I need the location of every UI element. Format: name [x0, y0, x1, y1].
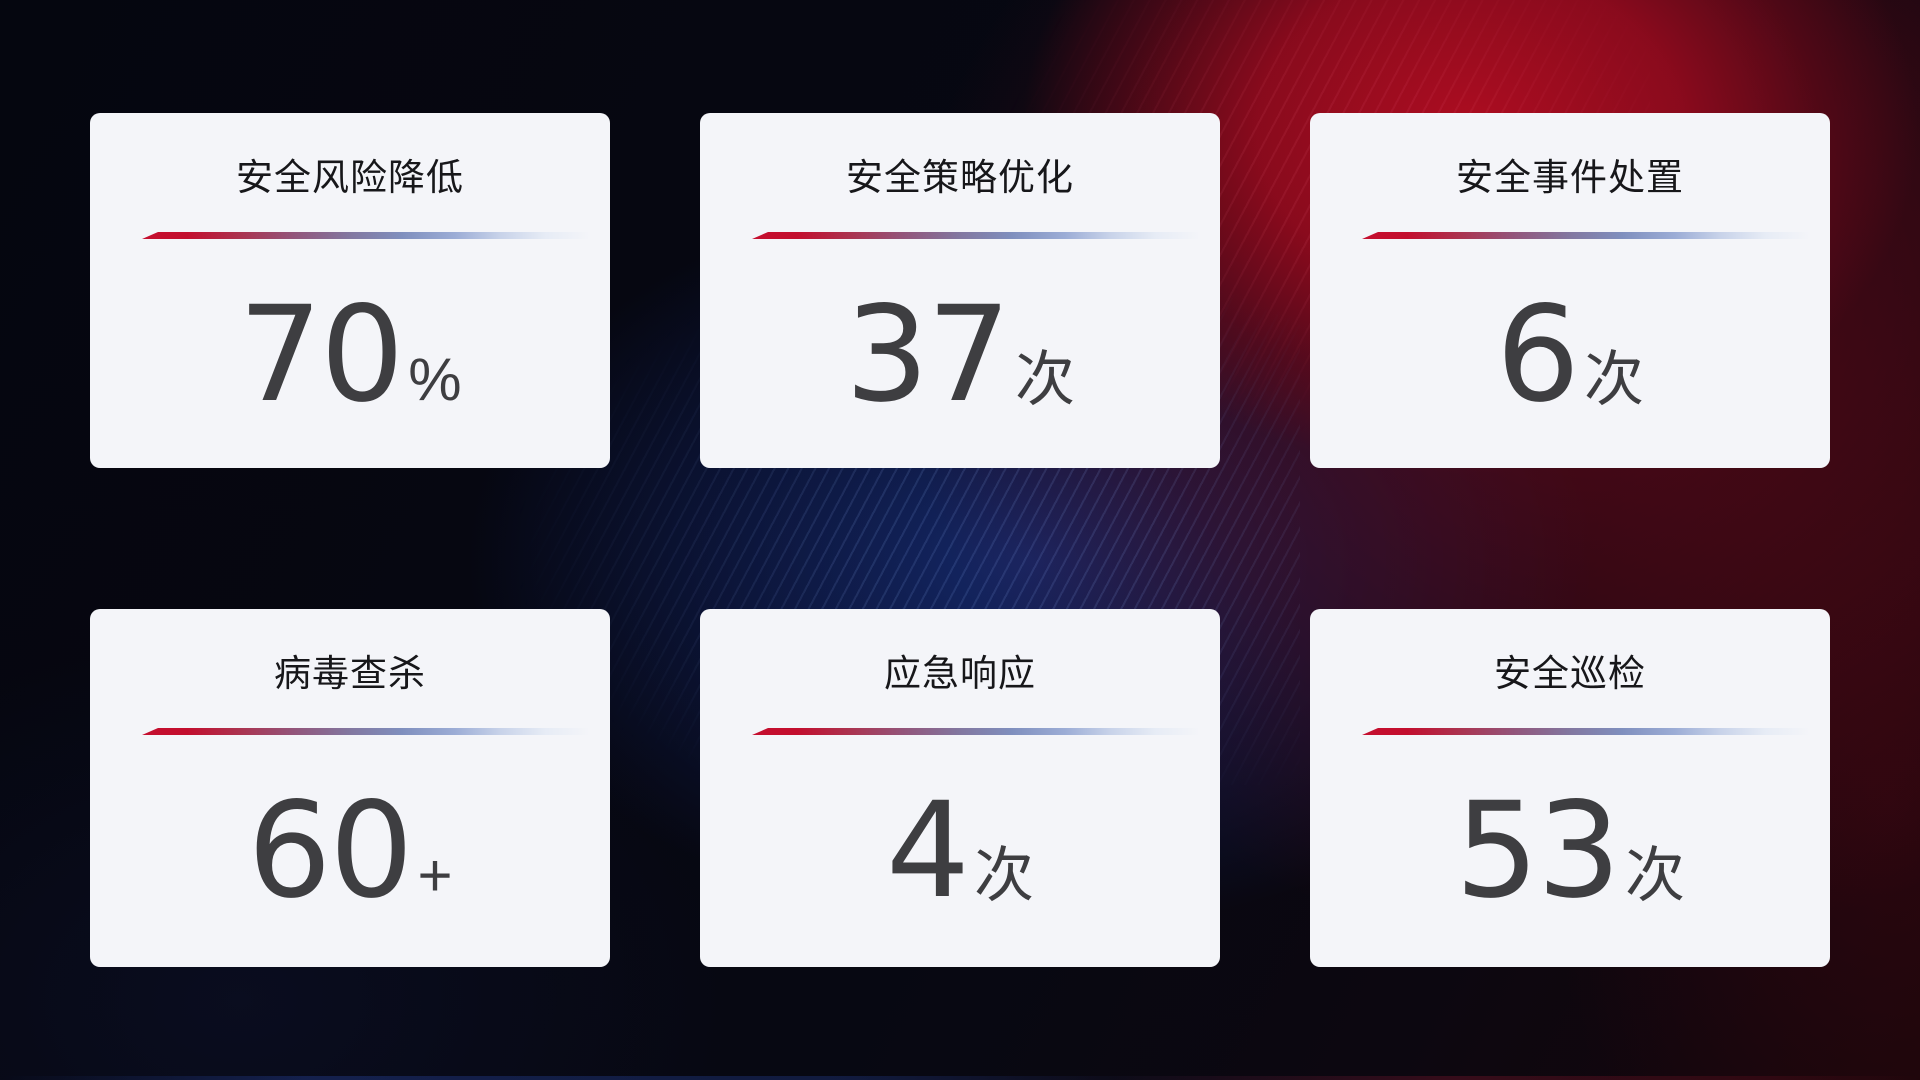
stat-value: 6	[1496, 278, 1580, 433]
stat-card-title: 病毒查杀	[274, 653, 426, 694]
gradient-divider	[1362, 728, 1810, 735]
stat-card-title: 安全事件处置	[1456, 157, 1684, 198]
stat-card-security-policy-optimization: 安全策略优化 37 次	[700, 113, 1220, 468]
gradient-divider	[752, 728, 1200, 735]
stat-cards-grid: 安全风险降低 70 % 安全策略优化 37 次 安全事件处置	[90, 113, 1830, 967]
stat-value: 70	[238, 278, 404, 433]
stat-value-line: 60 +	[247, 775, 452, 928]
stat-value: 60	[247, 774, 413, 929]
stat-card-virus-scan: 病毒查杀 60 +	[90, 609, 610, 967]
stat-value: 37	[845, 278, 1011, 433]
stat-value-row: 60 +	[90, 740, 610, 964]
stat-card-security-inspection: 安全巡检 53 次	[1310, 609, 1830, 967]
stat-card-title: 安全巡检	[1494, 653, 1646, 694]
stat-value-line: 53 次	[1455, 775, 1685, 928]
stat-value-row: 4 次	[700, 740, 1220, 964]
stat-value-line: 4 次	[886, 775, 1034, 928]
gradient-divider	[142, 728, 590, 735]
bottom-gradient-line-decoration	[0, 1076, 1920, 1080]
stat-card-title: 安全策略优化	[846, 157, 1074, 198]
stat-value-row: 70 %	[90, 244, 610, 468]
stat-unit: +	[417, 842, 453, 910]
stat-value-line: 37 次	[845, 279, 1075, 432]
stat-unit: 次	[1014, 346, 1075, 414]
stat-card-emergency-response: 应急响应 4 次	[700, 609, 1220, 967]
stat-value: 53	[1455, 774, 1621, 929]
stat-card-security-risk-reduction: 安全风险降低 70 %	[90, 113, 610, 468]
gradient-divider	[1362, 232, 1810, 239]
stat-unit: %	[408, 346, 462, 414]
stat-card-security-incident-handling: 安全事件处置 6 次	[1310, 113, 1830, 468]
stat-unit: 次	[1624, 842, 1685, 910]
stat-card-title: 安全风险降低	[236, 157, 464, 198]
gradient-divider	[752, 232, 1200, 239]
stat-value-row: 53 次	[1310, 740, 1830, 964]
stat-unit: 次	[1583, 346, 1644, 414]
stat-value-row: 6 次	[1310, 244, 1830, 468]
stat-card-title: 应急响应	[884, 653, 1036, 694]
gradient-divider	[142, 232, 590, 239]
stat-value-line: 70 %	[238, 279, 461, 432]
stat-value-line: 6 次	[1496, 279, 1644, 432]
stat-value-row: 37 次	[700, 244, 1220, 468]
stat-unit: 次	[973, 842, 1034, 910]
stat-value: 4	[886, 774, 970, 929]
